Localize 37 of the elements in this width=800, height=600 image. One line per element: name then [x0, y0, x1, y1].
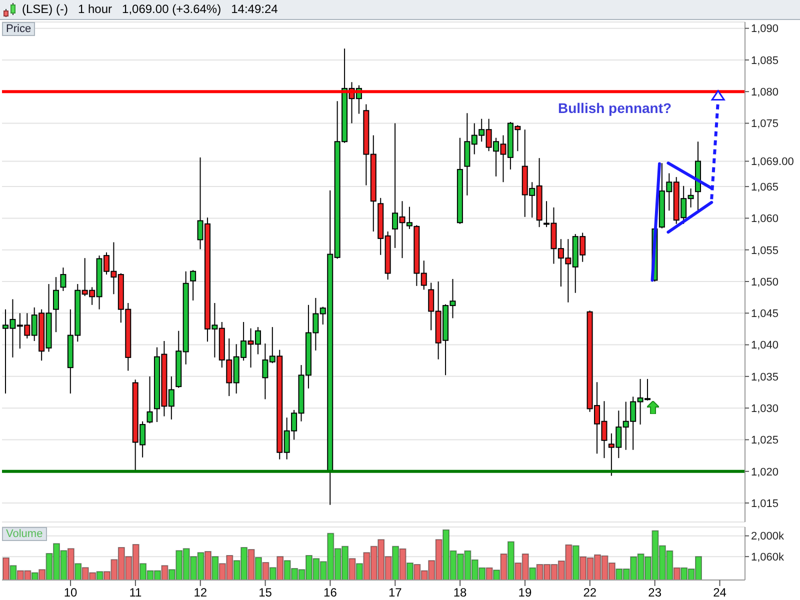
y-tick-label: 1,055: [751, 244, 779, 257]
y-tick-label: 1,060: [751, 213, 779, 226]
x-tick-label: 23: [648, 586, 662, 600]
y-tick-label: 1,069.00: [751, 156, 794, 168]
x-tick-label: 16: [324, 586, 338, 600]
y-tick-label: 1,015: [751, 498, 779, 510]
y-tick-label: 1,040: [751, 340, 779, 352]
y-tick-label: 1,035: [751, 371, 779, 384]
y-axis-title: Price: [2, 22, 36, 36]
y-axis-title: Volume: [2, 527, 47, 541]
candlestick: [60, 267, 66, 292]
y-tick-label: 2,000k: [751, 530, 785, 543]
x-tick-label: 17: [388, 586, 402, 600]
y-tick-label: 1,080: [751, 86, 779, 99]
candlestick: [190, 270, 196, 301]
x-tick-label: 24: [713, 586, 727, 600]
x-tick-label: 19: [518, 586, 532, 600]
y-tick-label: 1,060k: [751, 551, 785, 564]
y-tick-label: 1,085: [751, 54, 779, 67]
candlestick: [146, 376, 153, 424]
x-tick-label: 22: [583, 586, 597, 600]
x-tick-label: 11: [129, 586, 142, 600]
y-tick-label: 1,020: [751, 466, 779, 478]
x-tick-label: 18: [453, 586, 468, 600]
x-tick-label: 10: [64, 586, 78, 600]
x-tick-label: 12: [194, 586, 208, 600]
y-tick-label: 1,050: [751, 276, 779, 288]
y-tick-label: 1,045: [751, 308, 779, 320]
candlestick: [52, 276, 59, 333]
y-tick-label: 1,065: [751, 181, 779, 194]
chart-title: (LSE) (-) 1 hour 1,069.00 (+3.64%) 14:49:24: [22, 2, 278, 16]
annotation: Bullish pennant?: [558, 100, 672, 116]
y-tick-label: 1,075: [751, 118, 779, 130]
y-tick-label: 1,030: [751, 402, 779, 415]
x-tick-label: 15: [258, 586, 272, 600]
y-tick-label: 1,025: [751, 434, 779, 447]
y-tick-label: 1,090: [751, 23, 779, 36]
